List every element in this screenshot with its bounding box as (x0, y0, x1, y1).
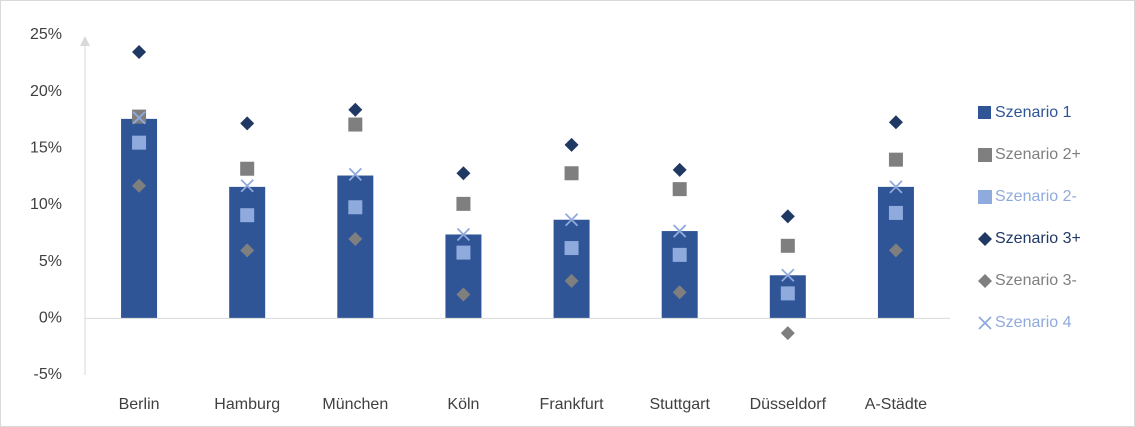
x-tick-label: Frankfurt (540, 396, 605, 413)
y-tick-label: 20% (30, 83, 62, 100)
x-marker (456, 227, 471, 242)
x-marker (348, 167, 362, 182)
x-tick-label: Stuttgart (649, 396, 710, 413)
diamond-marker (780, 209, 795, 224)
y-tick-label: 5% (39, 253, 62, 270)
square-marker (348, 117, 363, 132)
bar (661, 231, 698, 319)
square-marker (132, 135, 147, 150)
y-tick-label: 25% (30, 26, 62, 43)
diamond-marker (978, 274, 992, 288)
diamond-marker (240, 243, 255, 258)
square-marker (888, 205, 903, 220)
legend-label: Szenario 2- (995, 188, 1077, 205)
square-marker (978, 148, 992, 162)
x-marker (564, 213, 579, 227)
x-tick-label: Berlin (119, 396, 160, 413)
diamond-marker (564, 137, 579, 152)
x-marker (781, 268, 795, 282)
diamond-marker (132, 178, 147, 193)
x-marker (240, 179, 254, 193)
bar (337, 175, 374, 319)
diamond-marker (672, 162, 687, 177)
x-tick-label: Düsseldorf (750, 396, 827, 413)
diamond-marker (888, 115, 903, 130)
diamond-marker (240, 116, 255, 131)
x-tick-label: München (322, 396, 388, 413)
square-marker (240, 161, 255, 176)
diamond-marker (348, 232, 363, 246)
legend-label: Szenario 1 (995, 104, 1072, 121)
square-marker (240, 208, 255, 223)
square-marker (978, 190, 992, 204)
square-marker (672, 182, 687, 197)
y-tick-label: 15% (30, 140, 62, 157)
diamond-marker (564, 273, 579, 288)
x-tick-label: A-Städte (865, 396, 927, 413)
diamond-marker (132, 45, 147, 59)
x-marker (978, 316, 992, 330)
x-marker (673, 224, 687, 238)
square-marker (780, 238, 795, 253)
bar (121, 118, 158, 319)
y-tick-label: 0% (39, 310, 62, 327)
square-marker (348, 200, 363, 215)
legend-label: Szenario 3+ (995, 230, 1081, 247)
x-marker (132, 111, 146, 125)
legend-label: Szenario 4 (995, 314, 1072, 331)
y-tick-label: 10% (30, 196, 62, 213)
square-marker (564, 241, 579, 256)
diamond-marker (348, 102, 363, 117)
diamond-marker (456, 166, 471, 181)
x-tick-label: Köln (447, 396, 479, 413)
square-marker (564, 166, 579, 181)
bar (553, 219, 590, 319)
x-tick-label: Hamburg (214, 396, 280, 413)
diamond-marker (780, 326, 795, 341)
y-tick-label: -5% (34, 366, 62, 383)
square-marker (456, 196, 471, 211)
y-axis-arrow (80, 36, 90, 46)
square-marker (456, 245, 471, 260)
square-marker (888, 152, 903, 167)
diamond-marker (456, 287, 471, 302)
square-marker (780, 286, 795, 301)
square-marker (672, 247, 687, 262)
diamond-marker (672, 285, 687, 300)
legend-marker (978, 106, 991, 119)
legend-label: Szenario 3- (995, 272, 1077, 289)
legend-label: Szenario 2+ (995, 146, 1081, 163)
diamond-marker (978, 232, 992, 246)
x-marker (889, 180, 903, 194)
diamond-marker (888, 243, 903, 258)
